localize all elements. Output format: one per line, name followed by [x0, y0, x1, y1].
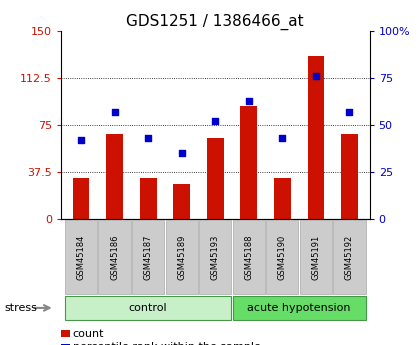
Text: percentile rank within the sample: percentile rank within the sample [73, 343, 260, 345]
Text: GSM45192: GSM45192 [345, 234, 354, 280]
FancyBboxPatch shape [300, 220, 332, 294]
FancyBboxPatch shape [333, 220, 365, 294]
FancyBboxPatch shape [266, 220, 299, 294]
FancyBboxPatch shape [65, 220, 97, 294]
Bar [341, 134, 358, 219]
Text: stress: stress [4, 303, 37, 313]
Text: GSM45186: GSM45186 [110, 234, 119, 280]
Text: acute hypotension: acute hypotension [247, 303, 351, 313]
Text: GSM45193: GSM45193 [211, 234, 220, 280]
Bar [73, 178, 89, 219]
Point [279, 136, 286, 141]
Text: GSM45189: GSM45189 [177, 234, 186, 280]
Point [78, 137, 84, 143]
Bar [173, 184, 190, 219]
Point [346, 109, 353, 115]
Point [178, 150, 185, 156]
Bar [274, 178, 291, 219]
Bar [240, 106, 257, 219]
FancyBboxPatch shape [233, 296, 365, 319]
Point [245, 98, 252, 104]
FancyBboxPatch shape [233, 220, 265, 294]
Point [145, 136, 152, 141]
FancyBboxPatch shape [132, 220, 164, 294]
Text: count: count [73, 329, 104, 338]
FancyBboxPatch shape [98, 220, 131, 294]
Text: GSM45191: GSM45191 [311, 234, 320, 280]
FancyBboxPatch shape [65, 296, 231, 319]
Text: GSM45190: GSM45190 [278, 234, 287, 280]
Bar [140, 178, 157, 219]
Text: GSM45184: GSM45184 [76, 234, 86, 280]
Bar [207, 138, 223, 219]
Text: control: control [129, 303, 168, 313]
Text: GSM45188: GSM45188 [244, 234, 253, 280]
Point [212, 119, 219, 124]
Text: GSM45187: GSM45187 [144, 234, 152, 280]
Bar [106, 134, 123, 219]
Point [312, 73, 319, 79]
FancyBboxPatch shape [165, 220, 198, 294]
Bar [307, 56, 324, 219]
FancyBboxPatch shape [199, 220, 231, 294]
Title: GDS1251 / 1386466_at: GDS1251 / 1386466_at [126, 13, 304, 30]
Point [111, 109, 118, 115]
